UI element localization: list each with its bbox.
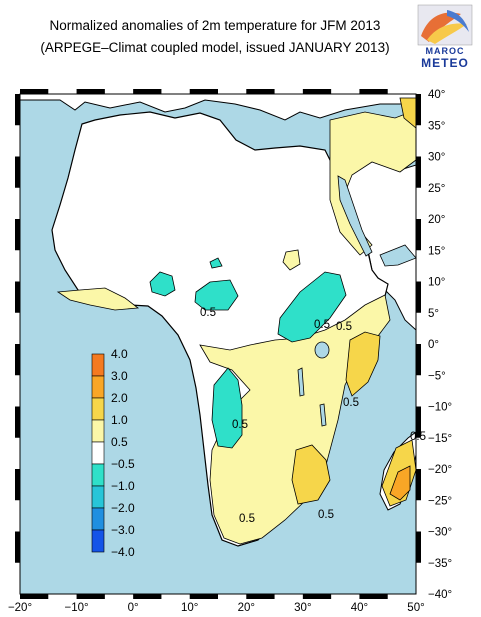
latitude-tick-label: −20° — [428, 464, 452, 476]
map-subtitle: (ARPEGE–Climat coupled model, issued JAN… — [40, 40, 390, 55]
longitude-tick-label: −20° — [8, 602, 32, 614]
longitude-tick-label: 0° — [128, 602, 139, 614]
latitude-tick-label: 30° — [428, 152, 445, 164]
latitude-axis: 40° 35° 30° 25° 20° 15° 10° 5° 0° −5° −10° −15° −20°… — [428, 89, 452, 601]
longitude-tick-label: 30° — [294, 602, 311, 614]
contour-label: 0.5 — [343, 397, 359, 409]
contour-label: 0.5 — [232, 419, 248, 431]
meteo-logo-icon: MAROC METEO — [417, 4, 473, 72]
latitude-tick-label: −40° — [428, 589, 452, 601]
map-frame — [15, 89, 421, 599]
contour-label: 0.5 — [239, 513, 255, 525]
colorbar-label: −2.0 — [111, 501, 135, 515]
longitude-tick-label: 40° — [351, 602, 368, 614]
colorbar-label: −3.0 — [111, 523, 135, 537]
colorbar-label: 0.5 — [111, 435, 128, 449]
zone-yellow-east — [345, 331, 381, 397]
zone-cyan-central — [194, 279, 239, 311]
contour-label: 0.5 — [318, 509, 334, 521]
latitude-tick-label: 0° — [428, 339, 439, 351]
latitude-tick-label: −15° — [428, 433, 452, 445]
latitude-tick-label: 25° — [428, 183, 445, 195]
logo-text-meteo: METEO — [421, 56, 469, 70]
zone-orange-madagascar — [389, 465, 411, 501]
longitude-tick-label: 50° — [407, 602, 424, 614]
zone-yellow-south — [291, 444, 331, 505]
zone-pale-yellow-sahel — [282, 249, 301, 271]
latitude-tick-label: 15° — [428, 245, 445, 257]
zone-cyan-east — [277, 271, 347, 343]
longitude-tick-label: 10° — [181, 602, 198, 614]
latitude-tick-label: −5° — [428, 370, 446, 382]
latitude-tick-label: 20° — [428, 214, 445, 226]
longitude-axis: −20° −10° 0° 10° 20° 30° 40° 50° — [8, 602, 425, 614]
latitude-tick-label: 10° — [428, 277, 445, 289]
zone-cyan-sahel — [209, 257, 223, 269]
colorbar-swatch — [91, 419, 105, 443]
colorbar-swatch — [91, 397, 105, 421]
colorbar-swatch — [91, 353, 105, 377]
colorbar-label: −1.0 — [111, 479, 135, 493]
contour-labels: 0.5 0.5 0.5 0.5 0.5 0.5 0.5 0.5 — [200, 307, 426, 525]
lake-tanganyika — [297, 367, 305, 397]
persian-gulf — [379, 244, 417, 267]
zone-pale-yellow-nw — [56, 287, 140, 311]
contour-label: 0.5 — [336, 321, 352, 333]
colorbar-label: 1.0 — [111, 413, 128, 427]
colorbar-legend: 4.0 3.0 2.0 1.0 0.5 −0.5 −1.0 −2.0 −3.0 −4.0 — [91, 347, 135, 559]
colorbar-swatch — [91, 463, 105, 487]
zone-cyan-south — [211, 367, 243, 449]
longitude-tick-label: 20° — [238, 602, 255, 614]
contour-label: 0.5 — [314, 319, 330, 331]
latitude-tick-label: −10° — [428, 402, 452, 414]
colorbar-label: −4.0 — [111, 545, 135, 559]
latitude-tick-label: 40° — [428, 89, 445, 101]
logo-text-maroc: MAROC — [425, 46, 465, 56]
contour-label: 0.5 — [200, 307, 216, 319]
colorbar-label: 4.0 — [111, 347, 128, 361]
latitude-tick-label: −25° — [428, 495, 452, 507]
colorbar-swatch — [91, 529, 105, 553]
latitude-tick-label: 5° — [428, 308, 439, 320]
lake-malawi — [319, 403, 327, 427]
longitude-tick-label: −10° — [65, 602, 89, 614]
latitude-tick-label: 35° — [428, 120, 445, 132]
colorbar-swatch — [91, 441, 105, 465]
map-title: Normalized anomalies of 2m temperature f… — [49, 18, 381, 33]
lake-victoria — [314, 341, 330, 359]
colorbar-swatch — [91, 375, 105, 399]
latitude-tick-label: −35° — [428, 558, 452, 570]
colorbar-label: 3.0 — [111, 369, 128, 383]
red-sea — [337, 175, 373, 257]
colorbar-label: −0.5 — [111, 457, 135, 471]
colorbar-swatch — [91, 485, 105, 509]
colorbar-label: 2.0 — [111, 391, 128, 405]
zone-cyan-west — [149, 271, 176, 297]
colorbar-swatch — [91, 507, 105, 531]
latitude-tick-label: −30° — [428, 527, 452, 539]
